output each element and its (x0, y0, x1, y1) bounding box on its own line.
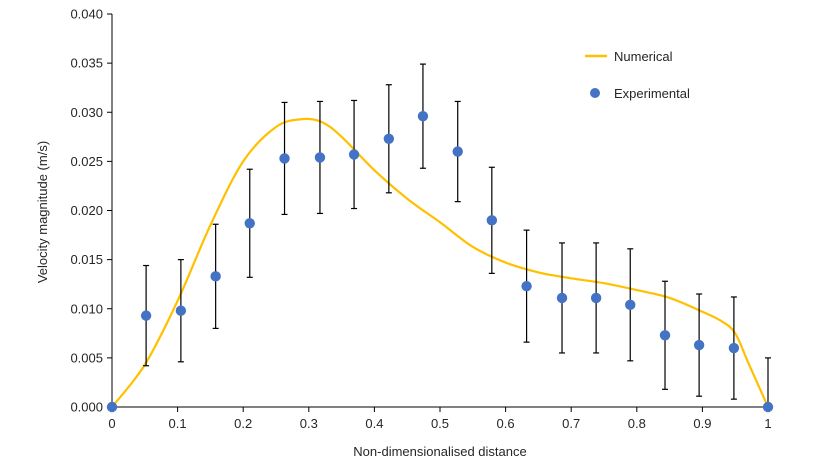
experimental-point (625, 299, 636, 311)
x-tick-label: 0.1 (169, 416, 187, 431)
y-tick-label: 0.030 (70, 105, 103, 120)
x-tick-label: 0.5 (431, 416, 449, 431)
experimental-point (486, 215, 498, 226)
experimental-point (521, 280, 532, 292)
legend-experimental-marker (590, 88, 600, 98)
experimental-point (314, 152, 326, 163)
experimental-point (106, 401, 118, 413)
error-bars (143, 63, 771, 407)
experimental-point (383, 133, 395, 144)
y-axis-label: Velocity magnitude (m/s) (35, 141, 50, 283)
x-axis-label: Non-dimensionalised distance (353, 444, 526, 459)
experimental-points (106, 110, 774, 413)
x-tick-label: 0.7 (562, 416, 580, 431)
y-tick-label: 0.020 (70, 203, 103, 218)
y-tick-label: 0.035 (70, 56, 103, 71)
legend-numerical-label: Numerical (614, 49, 673, 64)
x-tick-label: 0 (108, 416, 115, 431)
experimental-point (210, 271, 221, 282)
x-tick-label: 0.4 (365, 416, 383, 431)
experimental-point (452, 146, 463, 157)
y-tick-label: 0.010 (70, 301, 103, 316)
y-tick-label: 0.040 (70, 7, 103, 22)
numerical-line (111, 117, 770, 408)
y-tick-labels: 0.000 0.005 0.010 0.015 0.020 0.025 0.030 0.035… (70, 7, 103, 415)
experimental-point (244, 218, 255, 229)
y-tick-label: 0.005 (70, 350, 103, 365)
x-tick-label: 0.3 (300, 416, 318, 431)
experimental-point (348, 149, 360, 160)
legend: Numerical Experimental (585, 49, 690, 101)
experimental-point (659, 330, 671, 341)
experimental-point (175, 305, 187, 316)
experimental-point (140, 310, 152, 321)
x-tick-label: 0.9 (693, 416, 711, 431)
experimental-point (556, 292, 568, 304)
x-tick-label: 0.8 (628, 416, 646, 431)
x-tick-labels: 0 0.1 0.2 0.3 0.4 0.5 0.6 0.7 0.8 0.9 1 (108, 416, 771, 431)
experimental-point (590, 292, 602, 304)
x-tick-label: 1 (764, 416, 771, 431)
legend-experimental-label: Experimental (614, 86, 690, 101)
error-bar (765, 357, 771, 407)
x-tick-label: 0.2 (234, 416, 252, 431)
x-tick-label: 0.6 (497, 416, 515, 431)
experimental-point (762, 401, 774, 413)
axes (107, 13, 769, 412)
experimental-point (279, 153, 290, 164)
experimental-point (417, 110, 429, 122)
y-tick-label: 0.015 (70, 252, 103, 267)
y-tick-label: 0.000 (70, 400, 103, 415)
y-tick-label: 0.025 (70, 154, 103, 169)
experimental-point (693, 339, 705, 351)
experimental-point (728, 342, 740, 354)
